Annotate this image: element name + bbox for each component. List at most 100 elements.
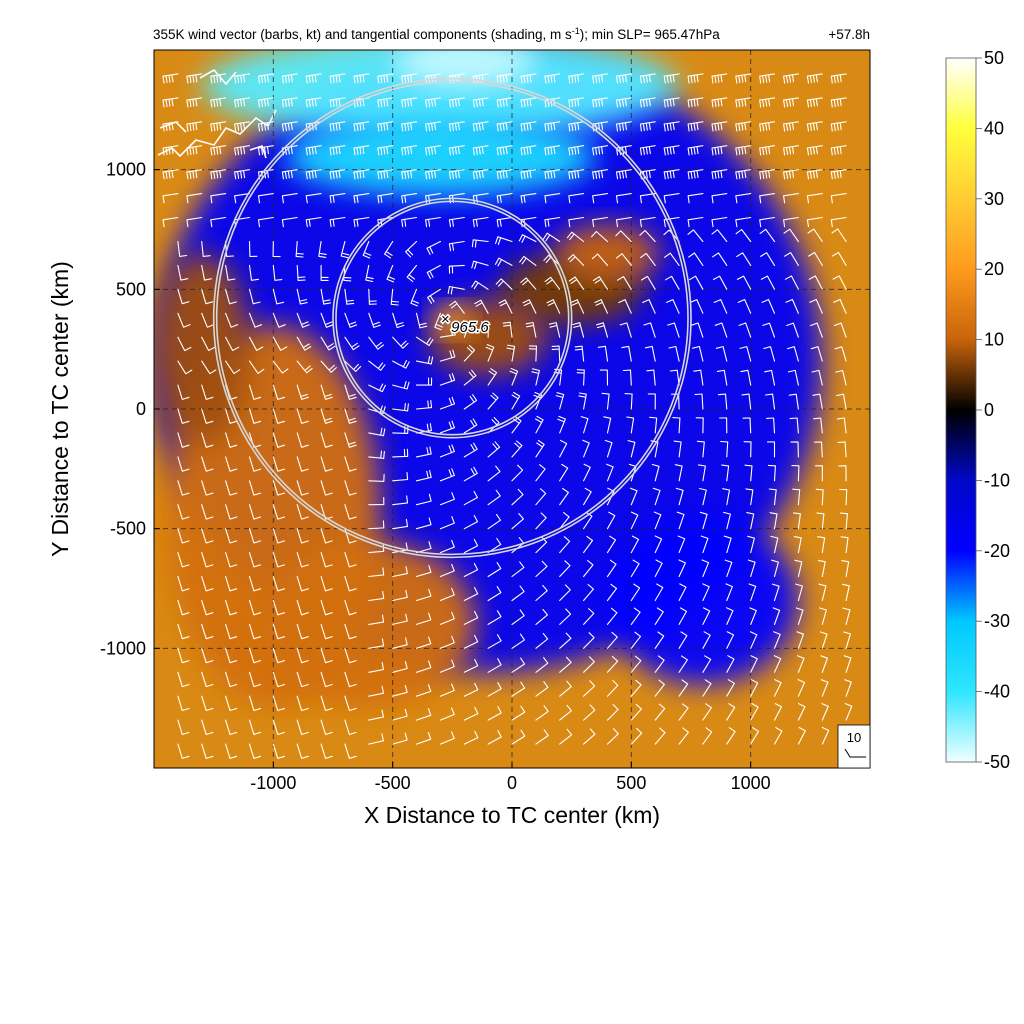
wind-barb xyxy=(629,487,638,506)
wind-barb xyxy=(415,564,432,578)
wind-barb xyxy=(735,216,752,228)
wind-barb xyxy=(630,655,642,673)
wind-barb xyxy=(702,655,712,673)
wind-barb xyxy=(225,743,238,759)
wind-barb xyxy=(225,719,238,736)
wind-barb xyxy=(806,169,823,180)
wind-barb xyxy=(186,73,203,84)
wind-barb xyxy=(463,418,478,434)
wind-barb xyxy=(678,655,688,673)
wind-barb xyxy=(318,240,327,258)
wind-barb xyxy=(296,384,309,400)
wind-barb xyxy=(257,216,274,228)
wind-barb xyxy=(487,610,502,625)
y-tick-label: -500 xyxy=(110,519,146,539)
wind-barb xyxy=(272,336,288,351)
wind-barb xyxy=(425,145,441,156)
wind-barb xyxy=(225,671,238,688)
wind-barb xyxy=(678,607,688,625)
wind-barb xyxy=(698,487,707,506)
wind-barb xyxy=(201,719,214,736)
wind-barb xyxy=(654,727,666,745)
wind-barb xyxy=(663,193,680,204)
wind-barb xyxy=(723,511,731,530)
wind-barb xyxy=(487,489,501,506)
wind-barb xyxy=(296,719,309,736)
wind-barb xyxy=(842,607,851,625)
wind-barb xyxy=(535,632,549,649)
wind-barb xyxy=(401,97,418,108)
wind-barb xyxy=(687,193,704,204)
wind-barb xyxy=(296,264,306,281)
wind-barb xyxy=(606,511,616,530)
wind-barb xyxy=(162,216,179,228)
wind-barb xyxy=(463,610,479,625)
wind-barb xyxy=(841,560,850,578)
wind-barb xyxy=(786,346,799,362)
wind-barb xyxy=(544,216,561,228)
radius-rings xyxy=(212,77,692,559)
wind-barb xyxy=(678,631,688,649)
wind-barb xyxy=(272,647,286,664)
wind-barb xyxy=(615,230,632,243)
wind-barb xyxy=(392,613,408,625)
wind-barb xyxy=(551,345,561,362)
wind-barb xyxy=(495,236,513,245)
wind-barb xyxy=(694,393,704,410)
wind-barb xyxy=(687,145,704,156)
wind-barb xyxy=(583,559,594,578)
wind-barb xyxy=(511,391,521,410)
wind-barb xyxy=(726,655,735,673)
wind-barb xyxy=(329,169,346,180)
wind-barb xyxy=(793,536,802,554)
wind-barb xyxy=(177,312,191,328)
wind-barb xyxy=(225,264,236,281)
wind-barb xyxy=(761,298,776,314)
wind-barb xyxy=(759,73,776,84)
wind-barb xyxy=(439,635,455,649)
wind-barb xyxy=(353,216,370,228)
wind-barb xyxy=(795,583,803,602)
wind-barb xyxy=(759,121,776,132)
reference-barb-box xyxy=(837,724,871,769)
wind-barb xyxy=(712,252,728,266)
wind-barb xyxy=(362,240,372,259)
wind-barb xyxy=(296,480,309,496)
wind-barb xyxy=(296,575,309,592)
wind-barb xyxy=(472,121,489,132)
wind-barb xyxy=(210,121,227,132)
wind-barb xyxy=(272,623,286,640)
wind-barb xyxy=(739,346,752,362)
wind-barb xyxy=(639,229,656,243)
wind-barb xyxy=(257,145,274,156)
wind-barb xyxy=(305,216,322,228)
wind-barb xyxy=(472,145,489,156)
wind-barb xyxy=(448,145,465,156)
wind-barb xyxy=(210,216,227,228)
wind-barb xyxy=(248,360,265,374)
wind-barb xyxy=(535,681,549,697)
wind-barb xyxy=(639,145,656,156)
wind-barb xyxy=(654,607,664,625)
wind-barb xyxy=(702,727,713,745)
wind-barb xyxy=(630,703,642,721)
wind-barb xyxy=(702,631,711,649)
wind-barb xyxy=(544,169,561,180)
wind-barb xyxy=(225,288,237,305)
wind-barb xyxy=(769,512,778,530)
wind-barb xyxy=(392,359,410,369)
wind-barb xyxy=(738,322,752,338)
wind-barb xyxy=(439,492,455,506)
wind-barb xyxy=(559,536,571,554)
wind-barb xyxy=(690,322,704,338)
wind-barb xyxy=(368,360,386,371)
wind-barb xyxy=(740,369,752,386)
wind-barb xyxy=(329,73,346,84)
y-tick-label: 1000 xyxy=(106,160,146,180)
plot-area: × 965.6 xyxy=(154,50,870,768)
wind-barb xyxy=(368,520,385,530)
wind-barb xyxy=(791,465,800,482)
wind-barb xyxy=(392,637,408,649)
wind-barb xyxy=(415,612,432,625)
wind-barb xyxy=(201,432,214,448)
